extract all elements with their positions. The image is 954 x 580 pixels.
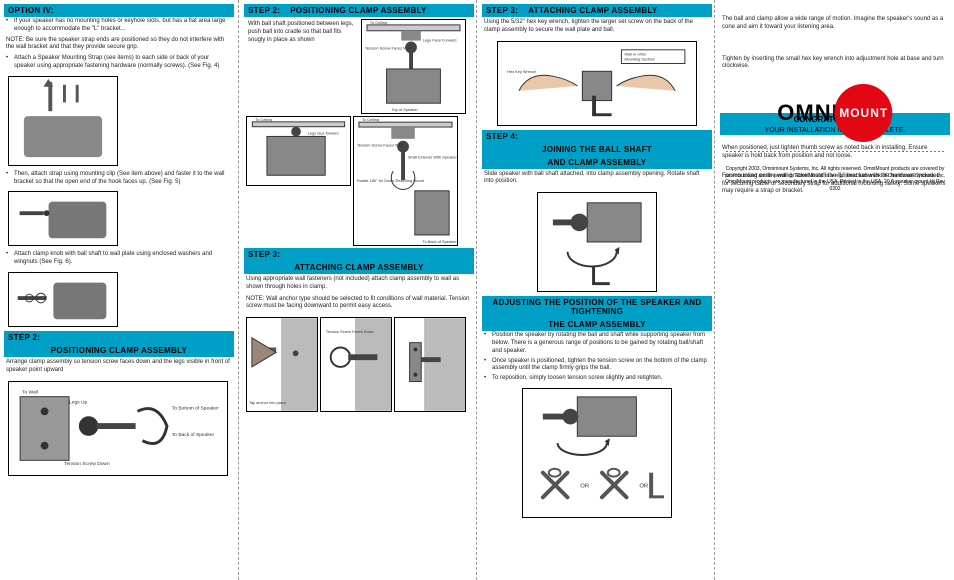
col1-txt3: Arrange clamp assembly so tension screw … bbox=[4, 357, 234, 377]
step-label: STEP 3: bbox=[486, 6, 518, 15]
col3-bullet2: Once speaker is positioned, tighten the … bbox=[482, 357, 712, 375]
svg-text:Legs face forward: Legs face forward bbox=[308, 130, 339, 135]
col4-txt3: When positioned, just tighten thumb scre… bbox=[720, 143, 950, 163]
svg-text:OR: OR bbox=[580, 483, 589, 489]
col1-step2-header: STEP 2: bbox=[4, 331, 234, 344]
step-label: STEP 3: bbox=[248, 250, 280, 259]
copyright-footer: Copyright 2003, Omnimount Systems, Inc. … bbox=[724, 166, 946, 192]
figure-ceiling-mount-2: To Ceiling Legs face forward bbox=[246, 116, 351, 186]
col2-txt3: Using appropriate wall fasteners (not in… bbox=[244, 274, 474, 294]
svg-text:To Back of Speaker: To Back of Speaker bbox=[172, 431, 215, 437]
col1-bullet1: Attach a Speaker Mounting Strap (see ite… bbox=[4, 54, 234, 72]
svg-text:OR: OR bbox=[639, 483, 648, 489]
column-4: The ball and clamp allow a wide range of… bbox=[716, 0, 954, 202]
svg-text:Legs Up: Legs Up bbox=[69, 399, 87, 405]
figure-wall-anchor-3 bbox=[394, 317, 466, 412]
svg-text:Mounting Surface: Mounting Surface bbox=[624, 56, 655, 61]
col3-step4-title2: AND CLAMP ASSEMBLY bbox=[482, 156, 712, 169]
figure-speaker-side-1 bbox=[8, 191, 118, 246]
step-label: STEP 2: bbox=[8, 333, 40, 342]
col4-txt2: Tighten by inserting the small hex key w… bbox=[720, 54, 950, 74]
col2-txt4: NOTE: Wall anchor type should be selecte… bbox=[244, 294, 474, 314]
col4-txt1: The ball and clamp allow a wide range of… bbox=[720, 14, 950, 34]
svg-text:To Ceiling: To Ceiling bbox=[370, 20, 387, 25]
divider-line bbox=[726, 151, 944, 152]
col1-bullet3: Attach clamp knob with ball shaft to wal… bbox=[4, 250, 234, 268]
step-label: STEP 4: bbox=[486, 132, 518, 141]
figure-wall-anchor-1: Tap anchor into place bbox=[246, 317, 318, 412]
col1-text1: If your speaker has no mounting holes or… bbox=[4, 17, 234, 35]
svg-text:Tension Screw Faces Wall: Tension Screw Faces Wall bbox=[357, 143, 403, 148]
svg-text:To Ceiling: To Ceiling bbox=[255, 117, 272, 122]
option-iv-header: OPTION IV: bbox=[4, 4, 234, 17]
figure-mount-rotate: To Ceiling Tension Screw Faces Wall Shaf… bbox=[353, 116, 458, 246]
figure-ball-shaft-join bbox=[537, 192, 657, 292]
col2-step3-header: STEP 3: bbox=[244, 248, 474, 261]
omnimount-logo: OMNI MOUNT ® bbox=[777, 84, 892, 142]
svg-text:To Back of Speaker: To Back of Speaker bbox=[423, 239, 457, 244]
col3-txt2: Slide speaker with ball shaft attached, … bbox=[482, 169, 712, 189]
column-2: STEP 2: POSITIONING CLAMP ASSEMBLY With … bbox=[240, 0, 478, 420]
col1-step2-title: POSITIONING CLAMP ASSEMBLY bbox=[4, 344, 234, 357]
col2-step2-header: STEP 2: POSITIONING CLAMP ASSEMBLY bbox=[244, 4, 474, 17]
svg-text:Tap anchor into place: Tap anchor into place bbox=[249, 400, 286, 405]
figure-wall-anchor-2: Tension Screw Faces Down bbox=[320, 317, 392, 412]
logo-text-omni: OMNI bbox=[777, 100, 838, 126]
svg-text:Tension Screw Faces Down: Tension Screw Faces Down bbox=[326, 329, 374, 334]
svg-text:To Bottom of Speaker: To Bottom of Speaker bbox=[172, 405, 219, 411]
column-3: STEP 3: ATTACHING CLAMP ASSEMBLY Using t… bbox=[478, 0, 716, 526]
figure-speaker-side-2 bbox=[8, 272, 118, 327]
svg-text:Top of Speaker: Top of Speaker bbox=[391, 107, 418, 112]
col3-step4-header: STEP 4: bbox=[482, 130, 712, 143]
col3-txt1: Using the 5/32" hex key wrench, tighten … bbox=[482, 17, 712, 37]
col3-adjust-title1: ADJUSTING THE POSITION OF THE SPEAKER AN… bbox=[482, 296, 712, 318]
svg-text:Hex Key Wrench: Hex Key Wrench bbox=[507, 69, 536, 74]
logo-circle: MOUNT ® bbox=[835, 84, 893, 142]
svg-text:Rotate 180° for Down-Reaching: Rotate 180° for Down-Reaching Mount bbox=[357, 178, 425, 183]
figure-tighten-tools: OR OR bbox=[522, 388, 672, 518]
col3-bullet1: Position the speaker by rotating the bal… bbox=[482, 331, 712, 356]
registered-icon: ® bbox=[894, 82, 902, 93]
svg-text:Tension Screw Faces Wall: Tension Screw Faces Wall bbox=[365, 45, 411, 50]
col1-bullet2: Then, attach strap using mounting clip (… bbox=[4, 170, 234, 188]
svg-text:Shaft Extends With Speaker: Shaft Extends With Speaker bbox=[408, 154, 457, 159]
col2-txt1: With ball shaft positioned between legs,… bbox=[246, 19, 359, 46]
column-1: OPTION IV: If your speaker has no mounti… bbox=[0, 0, 238, 484]
figure-speaker-top bbox=[8, 76, 118, 166]
col3-adjust-title2: THE CLAMP ASSEMBLY bbox=[482, 318, 712, 331]
svg-text:To Ceiling: To Ceiling bbox=[362, 117, 379, 122]
svg-text:Tension Screw Down: Tension Screw Down bbox=[64, 461, 110, 467]
col2-step3-title: ATTACHING CLAMP ASSEMBLY bbox=[244, 261, 474, 274]
logo-text-mount: MOUNT bbox=[839, 106, 888, 120]
figure-clamp-positioning: To Wall Legs Up Tension Screw Down To Bo… bbox=[8, 381, 228, 476]
col3-bullet3: To reposition, simply loosen tension scr… bbox=[482, 374, 712, 384]
figure-hex-wrench: Wall or other Mounting Surface Hex Key W… bbox=[497, 41, 697, 126]
col3-step3-header: STEP 3: ATTACHING CLAMP ASSEMBLY bbox=[482, 4, 712, 17]
step-title: ATTACHING CLAMP ASSEMBLY bbox=[528, 6, 657, 15]
svg-text:Legs Face Forward: Legs Face Forward bbox=[423, 38, 457, 43]
col1-note1: NOTE: Be sure the speaker strap ends are… bbox=[4, 35, 234, 55]
step-label: STEP 2: bbox=[248, 6, 280, 15]
step-title: POSITIONING CLAMP ASSEMBLY bbox=[290, 6, 426, 15]
svg-text:To Wall: To Wall bbox=[22, 389, 38, 395]
figure-ceiling-mount-1: To Ceiling Legs Face Forward Tension Scr… bbox=[361, 19, 466, 114]
col3-step4-title1: JOINING THE BALL SHAFT bbox=[482, 143, 712, 156]
